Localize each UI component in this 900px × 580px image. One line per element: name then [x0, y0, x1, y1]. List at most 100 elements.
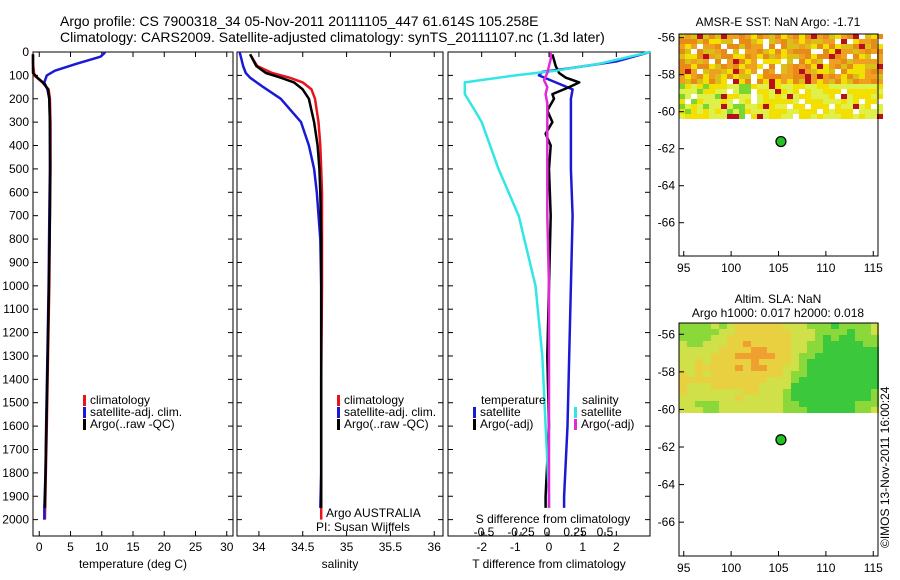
sst_map-cell — [751, 94, 757, 99]
sla_map-cell — [807, 329, 815, 335]
sst_map-cell — [847, 89, 853, 94]
sla_map-cell — [823, 407, 831, 413]
temp-legend-swatch — [83, 395, 86, 406]
header-line2: Climatology: CARS2009. Satellite-adjuste… — [60, 29, 605, 45]
sst_map-cell — [853, 54, 859, 59]
sst_map-cell — [757, 94, 763, 99]
sla_map-cell — [863, 359, 871, 365]
sst_map-cell — [763, 54, 769, 59]
sst_map-cell — [865, 89, 871, 94]
sla_map-cell — [775, 383, 783, 389]
sla_map-cell — [871, 335, 879, 341]
sst_map-cell — [685, 69, 691, 74]
sla_map-cell — [695, 341, 703, 347]
sst_map-cell — [769, 39, 775, 44]
temperature-ytick-label: 100 — [9, 68, 29, 82]
sla_map-cell — [759, 365, 767, 371]
sla_map-cell — [847, 335, 855, 341]
sst_map-cell — [847, 94, 853, 99]
temperature-ytick-label: 700 — [9, 209, 29, 223]
sla_map-cell — [711, 353, 719, 359]
sst_map-cell — [877, 44, 883, 49]
sst_map-cell — [769, 104, 775, 109]
sst_map-cell — [871, 84, 877, 89]
sst_map-cell — [733, 99, 739, 104]
sst_map-cell — [865, 59, 871, 64]
sst_map-ytick-label: -58 — [658, 68, 676, 82]
sla_map-cell — [695, 395, 703, 401]
sla_map-cell — [863, 407, 871, 413]
sla_map-cell — [863, 395, 871, 401]
sla_map-cell — [735, 359, 743, 365]
sla_map-cell — [839, 401, 847, 407]
sst_map-cell — [739, 54, 745, 59]
sst_map-cell — [829, 104, 835, 109]
sst_map-cell — [697, 74, 703, 79]
sla_map-cell — [831, 407, 839, 413]
sla_map-cell — [743, 407, 751, 413]
sla_map-cell — [743, 377, 751, 383]
sla_map-cell — [847, 341, 855, 347]
sst_map-cell — [721, 99, 727, 104]
sla_map-cell — [727, 401, 735, 407]
sst_map-cell — [793, 74, 799, 79]
sla_map-cell — [727, 353, 735, 359]
sst_map-cell — [805, 69, 811, 74]
sla_map-cell — [799, 377, 807, 383]
sla_map-cell — [799, 359, 807, 365]
sst_map-cell — [721, 44, 727, 49]
sst_map-cell — [853, 69, 859, 74]
sla_map-ytick-label: -62 — [658, 440, 676, 454]
sst_map-cell — [805, 39, 811, 44]
sst_map-ytick-label: -64 — [658, 179, 676, 193]
sst_map-cell — [799, 39, 805, 44]
sla_map-cell — [743, 341, 751, 347]
sla_map-cell — [719, 341, 727, 347]
sst_map-cell — [715, 74, 721, 79]
sst_map-cell — [853, 64, 859, 69]
sst_map-cell — [733, 114, 739, 119]
sla_map-cell — [807, 371, 815, 377]
sst_map-cell — [847, 54, 853, 59]
sst_map-cell — [703, 74, 709, 79]
sst_map-cell — [715, 44, 721, 49]
sst_map-cell — [691, 89, 697, 94]
sla_map-cell — [807, 359, 815, 365]
sla_map-cell — [767, 353, 775, 359]
sst_map-cell — [865, 44, 871, 49]
sst_map-cell — [763, 69, 769, 74]
sst_map-cell — [763, 89, 769, 94]
sla_map-cell — [783, 365, 791, 371]
sla_map-cell — [871, 371, 879, 377]
sla_map-cell — [871, 365, 879, 371]
sla_map-cell — [759, 353, 767, 359]
sla_map-ytick-label: -58 — [658, 365, 676, 379]
sst_map-cell — [805, 89, 811, 94]
sla_map-cell — [751, 353, 759, 359]
sst_map-cell — [847, 84, 853, 89]
sst_map-cell — [859, 39, 865, 44]
sla_map-cell — [783, 323, 791, 329]
diff-xlabel2: S difference from climatology — [476, 512, 631, 526]
sst_map-cell — [709, 34, 715, 39]
sst_map-cell — [781, 74, 787, 79]
temperature-ytick-label: 1600 — [2, 419, 29, 433]
sst_map-cell — [757, 64, 763, 69]
sst_map-cell — [829, 79, 835, 84]
sla_map-cell — [735, 329, 743, 335]
sst_map-cell — [727, 44, 733, 49]
sla_map-cell — [703, 341, 711, 347]
sla_map-cell — [775, 359, 783, 365]
sla_map-cell — [799, 323, 807, 329]
sla_map-cell — [735, 341, 743, 347]
sst_map-cell — [703, 49, 709, 54]
sst_map-cell — [739, 74, 745, 79]
sla_map-cell — [703, 323, 711, 329]
sst_map-cell — [727, 104, 733, 109]
sla_map-cell — [687, 359, 695, 365]
sla_map-cell — [751, 335, 759, 341]
sla_map-cell — [759, 389, 767, 395]
sst_map-cell — [781, 54, 787, 59]
temperature-xtick-label: 15 — [126, 540, 140, 554]
imos-stamp: ©IMOS 13-Nov-2011 16:00:24 — [878, 386, 892, 548]
